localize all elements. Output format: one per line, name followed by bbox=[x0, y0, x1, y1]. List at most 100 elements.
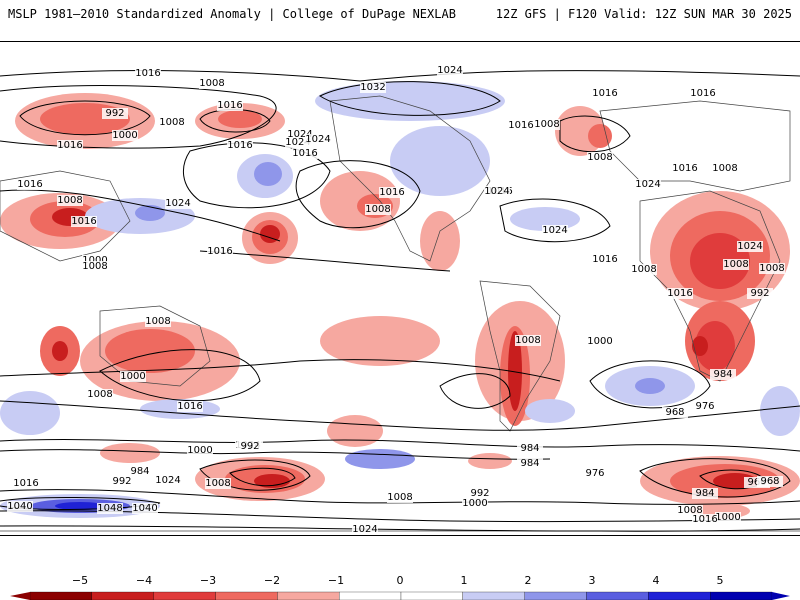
anomaly-negative bbox=[327, 415, 383, 447]
isobar-label-bg bbox=[177, 401, 203, 412]
isobar-label-bg bbox=[159, 117, 185, 128]
isobar-label-bg bbox=[723, 259, 749, 270]
isobar-1000-south bbox=[0, 439, 800, 452]
isobar-label-bg bbox=[285, 137, 311, 148]
isobar-label: 1016 bbox=[592, 254, 617, 265]
isobar-label-bg bbox=[542, 225, 568, 236]
isobar-label-bg bbox=[592, 88, 618, 99]
isobar-label-bg bbox=[120, 371, 146, 382]
anomaly-map: 1016100810241016992100010081016102410321… bbox=[0, 65, 800, 535]
isobar-1008-far-south bbox=[0, 489, 800, 505]
isobar-label: 984 bbox=[713, 369, 732, 380]
colorbar-segments bbox=[10, 591, 790, 600]
isobar-1024-pac-s bbox=[439, 373, 511, 409]
isobar-label-bg bbox=[199, 78, 225, 89]
isobar-label-bg bbox=[360, 82, 386, 93]
map-frame bbox=[0, 41, 800, 536]
isobar-label: 1000 bbox=[587, 336, 612, 347]
isobar-label-bg bbox=[57, 140, 83, 151]
isobar-label-bg bbox=[97, 503, 123, 514]
isobar-label-bg bbox=[379, 187, 405, 198]
isobar-label: 1008 bbox=[57, 195, 82, 206]
isobar-label-bg bbox=[759, 263, 785, 274]
anomaly-negative bbox=[508, 331, 522, 411]
isobar-label: 1016 bbox=[379, 187, 404, 198]
isobar-label-bg bbox=[582, 468, 608, 479]
isobar-low-pacific bbox=[19, 100, 151, 136]
coastline-asia-west bbox=[0, 170, 131, 262]
anomaly-positive bbox=[390, 126, 490, 196]
isobar-label: 1048 bbox=[97, 503, 122, 514]
isobar-label: 992 bbox=[470, 488, 489, 499]
colorbar bbox=[10, 591, 790, 600]
colorbar-tick-label: 1 bbox=[460, 574, 468, 587]
colorbar-tick-label: −2 bbox=[263, 574, 281, 587]
isobar-label: 1024 bbox=[155, 475, 180, 486]
isobar-label-bg bbox=[352, 524, 378, 535]
isobar-label-bg bbox=[517, 458, 543, 469]
isobar-1016-lowcenter bbox=[295, 160, 421, 229]
map-title: MSLP 1981–2010 Standardized Anomaly | Co… bbox=[8, 7, 456, 21]
isobar-label: 1024 bbox=[287, 129, 312, 140]
isobar-label: 1008 bbox=[87, 389, 112, 400]
isobar-label-bg bbox=[667, 288, 693, 299]
isobar-label-bg bbox=[715, 512, 741, 523]
colorbar-arrow-left bbox=[10, 592, 30, 600]
isobar-label-bg bbox=[87, 389, 113, 400]
isobar-label: 1024 bbox=[285, 137, 310, 148]
isobar-label: 1016 bbox=[13, 478, 38, 489]
anomaly-positive bbox=[635, 378, 665, 394]
isobar-label-bg bbox=[631, 264, 657, 275]
isobar-1016-north bbox=[0, 70, 800, 82]
isobar-label-bg bbox=[662, 407, 688, 418]
isobar-1024-far-south bbox=[0, 525, 800, 532]
isobar-label: 1008 bbox=[534, 119, 559, 130]
isobar-label: 1008 bbox=[159, 117, 184, 128]
isobar-label-bg bbox=[155, 475, 181, 486]
coastline-africa bbox=[639, 190, 781, 382]
isobar-label-bg bbox=[462, 498, 488, 509]
isobar-1016-south-1 bbox=[0, 359, 561, 382]
colorbar-segment bbox=[215, 591, 278, 600]
isobar-label: 1000 bbox=[462, 498, 487, 509]
isobar-label-bg bbox=[82, 261, 108, 272]
isobar-label: 1000 bbox=[112, 130, 137, 141]
isobar-label: 1016 bbox=[667, 288, 692, 299]
anomaly-positive bbox=[760, 386, 800, 436]
anomaly-negative bbox=[690, 233, 750, 289]
isobar-992-south bbox=[0, 449, 551, 460]
isobar-label: 1000 bbox=[120, 371, 145, 382]
isobar-label: 1008 bbox=[515, 335, 540, 346]
isobar-label-bg bbox=[127, 466, 153, 477]
coastline-south-america bbox=[479, 280, 561, 432]
isobar-label: 1024 bbox=[437, 65, 462, 76]
isobar-label-bg bbox=[237, 441, 263, 452]
isobar-label-bg bbox=[132, 503, 158, 514]
isobar-label: 1008 bbox=[723, 259, 748, 270]
isobar-label-bg bbox=[145, 316, 171, 327]
isobar-1024-mid bbox=[182, 142, 331, 209]
isobar-label-bg bbox=[102, 108, 128, 119]
anomaly-positive bbox=[345, 449, 415, 469]
anomaly-negative bbox=[52, 341, 68, 361]
colorbar-segment bbox=[29, 591, 92, 600]
isobar-label: 1024 bbox=[165, 198, 190, 209]
isobar-label-bg bbox=[387, 492, 413, 503]
isobar-label: 1008 bbox=[145, 316, 170, 327]
colorbar-tick-label: −3 bbox=[199, 574, 217, 587]
isobar-label-bg bbox=[737, 241, 763, 252]
anomaly-positive bbox=[254, 162, 282, 186]
isobar-1008-atlantic bbox=[559, 115, 631, 153]
isobar-label: 1016 bbox=[17, 179, 42, 190]
isobar-label-bg bbox=[587, 152, 613, 163]
isobar-label: 1024 bbox=[542, 225, 567, 236]
anomaly-negative bbox=[695, 321, 735, 371]
isobar-label: 1008 bbox=[759, 263, 784, 274]
colorbar-tick-label: 3 bbox=[588, 574, 596, 587]
isobar-label-bg bbox=[672, 163, 698, 174]
isobar-label: 1008 bbox=[205, 478, 230, 489]
isobar-label: 1032 bbox=[360, 82, 385, 93]
isobar-label: 1016 bbox=[690, 88, 715, 99]
colorbar-tick-label: 5 bbox=[716, 574, 724, 587]
isobar-label: 1024 bbox=[352, 524, 377, 535]
